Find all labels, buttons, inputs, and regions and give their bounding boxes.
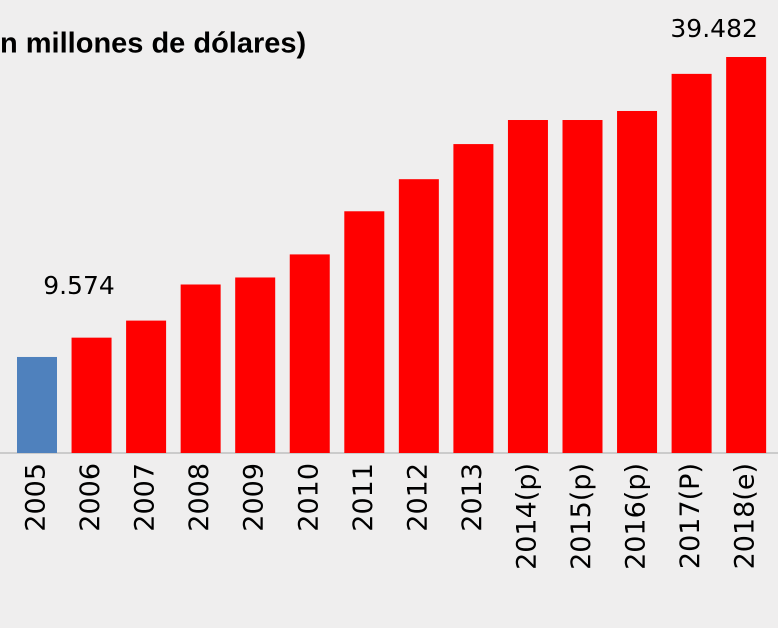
x-tick-label: 2008: [184, 463, 215, 532]
bar: [562, 120, 603, 453]
bar: [17, 356, 57, 453]
x-tick-label: 2005: [21, 463, 52, 532]
bar: [235, 277, 276, 453]
x-tick-label: 2011: [348, 463, 379, 532]
bar: [617, 110, 658, 454]
bar: [126, 320, 167, 453]
bar: [289, 254, 330, 453]
bar: [398, 179, 439, 453]
bar: [507, 120, 548, 453]
bar: [726, 57, 767, 453]
x-tick-label: 2010: [293, 463, 324, 532]
x-tick-label: 2018(e): [730, 463, 761, 569]
data-label: 39.482: [670, 14, 757, 43]
x-tick-label: 2007: [130, 463, 161, 532]
bar: [71, 337, 112, 453]
x-tick-label: 2014(p): [511, 463, 542, 570]
bar: [453, 144, 494, 454]
x-tick-label: 2015(p): [566, 463, 597, 570]
data-label: 9.574: [43, 271, 115, 300]
x-tick-label: 2016(p): [621, 463, 652, 570]
x-tick-label: 2013: [457, 463, 488, 532]
chart-title: n millones de dólares): [0, 28, 306, 60]
bar: [344, 211, 385, 453]
x-tick-label: 2017(P): [675, 463, 706, 569]
x-tick-label: 2012: [402, 463, 433, 532]
x-tick-label: 2006: [75, 463, 106, 532]
bar: [671, 73, 712, 453]
x-tick-label: 2009: [239, 463, 270, 532]
bar: [180, 284, 221, 453]
